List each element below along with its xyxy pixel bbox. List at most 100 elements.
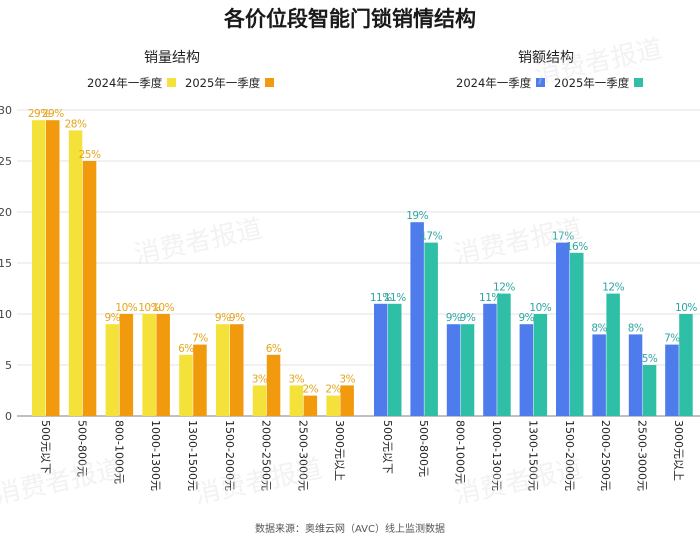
bar — [460, 324, 475, 416]
bar — [326, 395, 340, 416]
bar — [303, 395, 318, 416]
panel-title: 销额结构 — [518, 50, 574, 66]
x-tick-label: 3000元以上 — [672, 420, 685, 481]
bar — [179, 354, 193, 416]
data-label: 11% — [370, 292, 392, 304]
data-label: 11% — [384, 292, 406, 304]
y-tick-label: 20 — [0, 206, 12, 219]
data-label: 11% — [479, 292, 501, 304]
data-label: 29% — [28, 108, 50, 120]
bar — [592, 334, 606, 416]
bar — [216, 324, 230, 416]
data-label: 9% — [105, 312, 121, 324]
bar — [82, 161, 97, 416]
data-label: 3% — [252, 373, 268, 385]
legend-label: 2024年一季度 — [456, 76, 532, 90]
y-tick-label: 25 — [0, 155, 12, 168]
data-label: 9% — [460, 312, 476, 324]
y-tick-label: 30 — [0, 104, 12, 117]
bar — [556, 242, 570, 416]
chart-title: 各价位段智能门锁销情结构 — [223, 7, 476, 31]
x-tick-label: 2500-3000元 — [296, 420, 309, 491]
data-label: 12% — [602, 282, 624, 294]
x-tick-label: 1000-1300元 — [490, 420, 503, 491]
bar — [119, 314, 134, 416]
data-label: 5% — [642, 353, 658, 365]
data-label: 7% — [664, 333, 680, 345]
data-label: 17% — [552, 231, 574, 243]
data-label: 3% — [289, 373, 305, 385]
data-label: 8% — [591, 322, 607, 334]
bar — [606, 293, 620, 416]
x-tick-label: 500元以下 — [39, 420, 52, 474]
legend-swatch — [167, 78, 176, 87]
bar — [340, 385, 354, 416]
data-label: 6% — [266, 343, 282, 355]
data-label: 10% — [138, 302, 160, 314]
bar — [497, 293, 511, 416]
data-label: 9% — [446, 312, 462, 324]
bar — [533, 314, 548, 416]
data-label: 16% — [566, 241, 588, 253]
x-tick-label: 1300-1500元 — [186, 420, 199, 491]
bar — [193, 344, 207, 416]
bar — [105, 324, 120, 416]
data-label: 12% — [493, 282, 515, 294]
x-tick-label: 1000-1300元 — [149, 420, 162, 491]
bar — [410, 222, 424, 416]
data-label: 6% — [178, 343, 194, 355]
bar — [252, 385, 267, 416]
y-tick-label: 15 — [0, 257, 12, 270]
data-label: 25% — [79, 149, 101, 161]
bar — [374, 303, 388, 416]
x-tick-label: 500-800元 — [76, 420, 89, 477]
data-label: 28% — [65, 118, 87, 130]
x-tick-label: 500元以下 — [381, 420, 394, 474]
plot-area: 0 5 10 15 20 25 30 销量结构 2024年一季度 2025年一季度 29%29% 50… — [0, 34, 700, 510]
data-label: 8% — [628, 322, 644, 334]
bar — [46, 120, 60, 416]
data-label: 9% — [215, 312, 231, 324]
bar — [519, 324, 534, 416]
bar — [424, 242, 438, 416]
bar — [665, 344, 679, 416]
x-tick-label: 800-1000元 — [112, 420, 125, 484]
data-label: 10% — [152, 302, 174, 314]
data-label: 29% — [42, 108, 64, 120]
bar — [289, 385, 304, 416]
data-label: 3% — [339, 373, 355, 385]
bar — [446, 324, 461, 416]
x-tick-label: 2000-2500元 — [599, 420, 612, 491]
legend-swatch — [634, 78, 643, 87]
data-label: 19% — [406, 210, 428, 222]
y-tick-label: 0 — [5, 410, 12, 423]
x-tick-label: 2500-3000元 — [636, 420, 649, 491]
bar — [483, 303, 497, 416]
x-tick-label: 2000-2500元 — [260, 420, 273, 491]
bar — [68, 130, 83, 416]
bar — [156, 314, 170, 416]
bar — [266, 354, 281, 416]
legend-label: 2024年一季度 — [87, 76, 163, 90]
data-label: 17% — [420, 231, 442, 243]
legend-swatch — [536, 78, 545, 87]
bar — [142, 314, 156, 416]
x-tick-label: 1300-1500元 — [526, 420, 539, 491]
bar — [642, 365, 657, 416]
x-tick-label: 1500-2000元 — [563, 420, 576, 491]
legend-label: 2025年一季度 — [185, 76, 261, 90]
bar — [679, 314, 693, 416]
bar — [388, 303, 402, 416]
x-tick-label: 3000元以上 — [333, 420, 346, 481]
x-tick-label: 800-1000元 — [454, 420, 467, 484]
watermark: 消费者报道 — [0, 454, 125, 510]
legend-label: 2025年一季度 — [554, 76, 630, 90]
data-label: 2% — [303, 384, 319, 396]
bar — [628, 334, 643, 416]
data-label: 2% — [325, 384, 341, 396]
bar — [570, 252, 584, 416]
source-note: 数据来源：奥维云网（AVC）线上监测数据 — [255, 522, 445, 535]
watermark: 消费者报道 — [452, 454, 585, 510]
watermark: 消费者报道 — [132, 214, 265, 270]
